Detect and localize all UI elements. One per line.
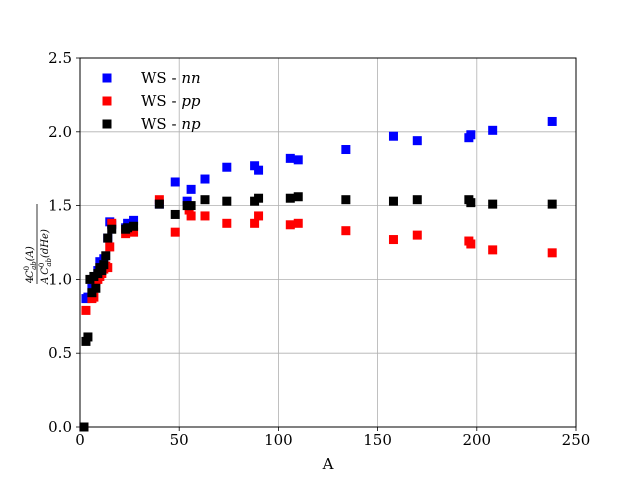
svg-text:C0ab(A): C0ab(A): [23, 246, 38, 278]
x-tick-label: 150: [363, 431, 392, 449]
data-point: [91, 283, 101, 293]
x-tick-label: 100: [264, 431, 293, 449]
legend-marker: [102, 119, 112, 129]
legend-label: WS - nn: [141, 69, 201, 87]
y-label-den-sub: ab: [45, 257, 53, 266]
data-point: [186, 201, 196, 211]
x-tick-label: 50: [170, 431, 189, 449]
data-point: [129, 227, 139, 237]
data-point: [388, 235, 398, 245]
data-point: [293, 218, 303, 228]
data-point: [488, 199, 498, 209]
data-point: [123, 223, 133, 233]
data-point: [466, 198, 476, 208]
data-point: [547, 248, 557, 258]
legend-label: WS - np: [141, 115, 201, 133]
data-point: [254, 165, 264, 175]
axis-ticks: 0 50 100 150 200 250 0.0 0.5 1.0 1.5 2.0 2.5: [48, 49, 590, 449]
data-point: [186, 211, 196, 221]
legend-marker: [102, 73, 112, 83]
data-point: [107, 224, 117, 234]
data-point: [222, 196, 232, 206]
data-point: [254, 211, 264, 221]
data-point: [129, 215, 139, 225]
data-point: [101, 251, 111, 261]
data-point: [170, 209, 180, 219]
data-point: [466, 239, 476, 249]
y-label-num-sub: ab: [30, 261, 38, 270]
data-point: [170, 177, 180, 187]
y-label-den: C: [40, 267, 51, 275]
y-label-coef: 4: [25, 277, 36, 283]
data-point: [250, 218, 260, 228]
data-point: [107, 218, 117, 228]
data-point: [341, 226, 351, 236]
data-point: [200, 174, 210, 184]
data-point: [170, 227, 180, 237]
y-label-den-pre: A: [40, 277, 51, 285]
data-points: [79, 116, 557, 432]
data-point: [412, 230, 422, 240]
data-point: [388, 196, 398, 206]
data-point: [466, 130, 476, 140]
data-point: [79, 422, 89, 432]
data-point: [488, 245, 498, 255]
y-label-num-sup: 0: [23, 266, 31, 270]
legend: WS - nn WS - pp WS - np: [102, 69, 201, 133]
y-label-den-arg: (dHe): [40, 229, 51, 258]
data-point: [412, 195, 422, 205]
data-point: [103, 233, 113, 243]
data-point: [293, 192, 303, 202]
data-point: [341, 195, 351, 205]
x-tick-label: 0: [75, 431, 85, 449]
y-label-num-arg: (A): [25, 246, 36, 261]
data-point: [293, 155, 303, 165]
x-tick-label: 200: [462, 431, 491, 449]
y-tick-label: 1.0: [48, 270, 72, 288]
x-tick-label: 250: [562, 431, 591, 449]
data-point: [97, 266, 107, 276]
data-point: [285, 193, 295, 203]
svg-text:AC0ab(dHe): AC0ab(dHe): [38, 229, 53, 285]
svg-text:4: 4: [25, 277, 36, 283]
data-point: [285, 220, 295, 230]
data-point: [285, 153, 295, 163]
data-point: [99, 260, 109, 270]
data-point: [105, 242, 115, 252]
data-point: [200, 195, 210, 205]
data-point: [222, 162, 232, 172]
data-point: [83, 332, 93, 342]
data-point: [254, 193, 264, 203]
legend-marker: [102, 96, 112, 106]
data-point: [200, 211, 210, 221]
data-point: [154, 199, 164, 209]
y-axis-label: 4 C0ab(A) AC0ab(dHe): [23, 204, 53, 285]
y-tick-label: 2.5: [48, 49, 72, 67]
data-point: [81, 305, 91, 315]
series-np: [79, 192, 557, 432]
data-point: [129, 221, 139, 231]
y-tick-label: 0.5: [48, 344, 72, 362]
y-label-num: C: [25, 270, 36, 278]
data-point: [412, 136, 422, 146]
plot-area-frame: [79, 57, 577, 428]
data-point: [547, 199, 557, 209]
x-axis-label: A: [322, 455, 334, 473]
data-point: [547, 116, 557, 126]
y-label-den-sup: 0: [38, 263, 46, 267]
y-tick-label: 2.0: [48, 123, 72, 141]
data-point: [222, 218, 232, 228]
data-point: [186, 184, 196, 194]
data-point: [341, 145, 351, 155]
legend-label: WS - pp: [141, 92, 201, 110]
data-point: [388, 131, 398, 141]
y-tick-label: 1.5: [48, 197, 72, 215]
data-point: [488, 125, 498, 135]
y-tick-label: 0.0: [48, 418, 72, 436]
